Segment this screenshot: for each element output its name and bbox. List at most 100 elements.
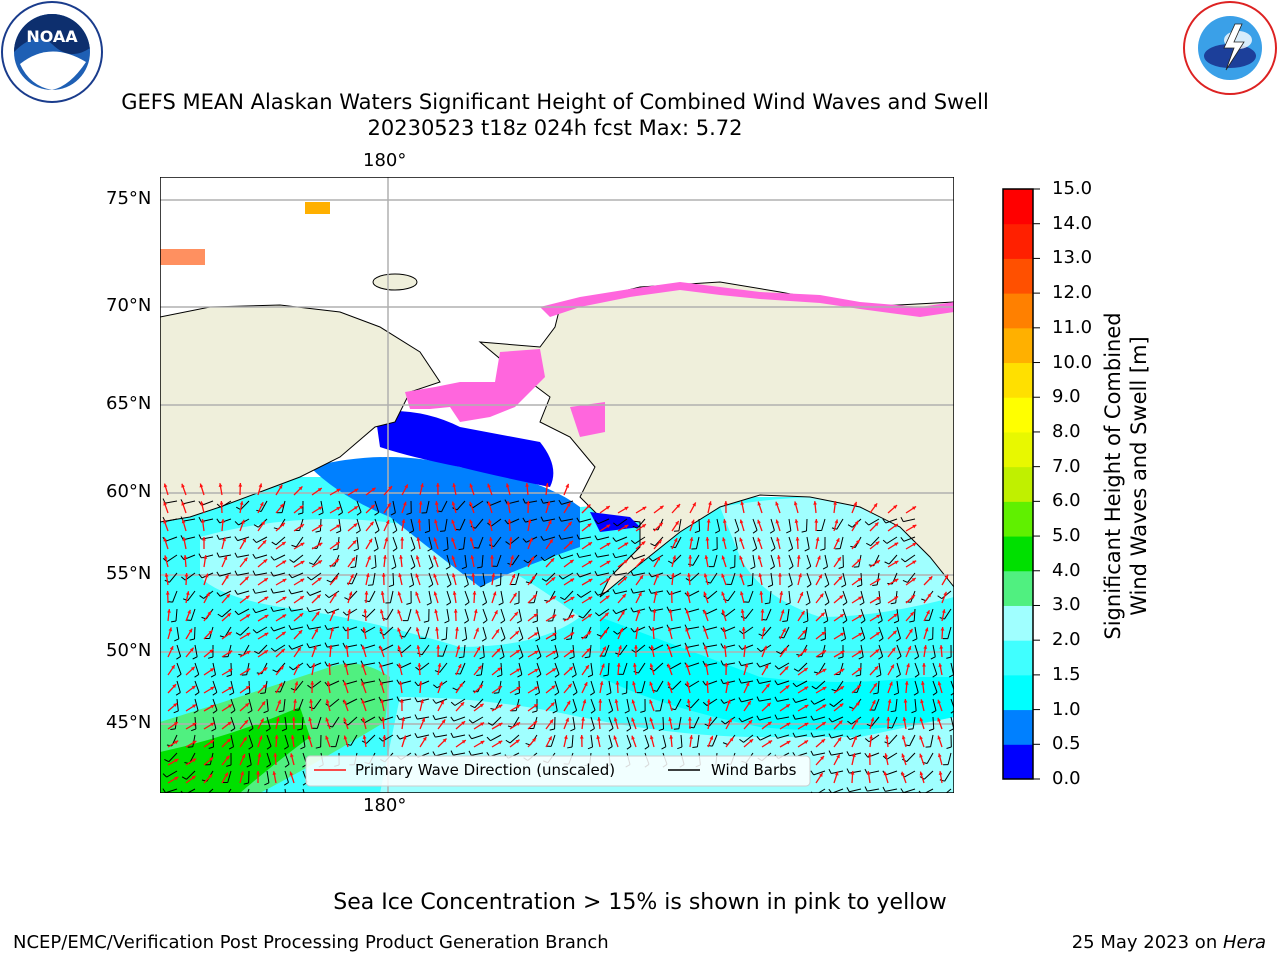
wave-arrow	[401, 735, 407, 748]
wave-arrow	[833, 613, 845, 622]
wave-arrow	[257, 596, 269, 604]
wind-barb	[297, 500, 304, 515]
wind-barb	[913, 680, 919, 696]
wave-arrow	[163, 501, 169, 514]
wind-barb	[549, 716, 556, 731]
wave-arrow	[598, 698, 603, 712]
wind-barb	[312, 716, 322, 729]
wave-arrow	[923, 645, 928, 658]
wind-barb	[621, 680, 628, 695]
wave-arrow	[851, 650, 863, 658]
wave-arrow	[581, 630, 592, 640]
wave-arrow	[617, 506, 629, 514]
wave-arrow	[509, 592, 518, 604]
wave-arrow	[635, 557, 645, 568]
wind-barb	[234, 570, 250, 576]
wind-barb	[720, 660, 736, 666]
wind-barb	[461, 626, 468, 642]
wind-barb	[427, 536, 433, 552]
wave-arrow	[815, 772, 824, 784]
wave-arrow	[686, 699, 691, 712]
wave-arrow	[509, 573, 516, 586]
wave-arrow	[705, 680, 710, 694]
wind-barb	[612, 608, 628, 615]
wind-barb	[806, 554, 812, 570]
wave-arrow	[563, 521, 573, 532]
wave-arrow	[417, 662, 422, 676]
wave-arrow	[797, 722, 809, 730]
wave-arrow	[471, 572, 476, 586]
wind-barb	[824, 590, 830, 606]
wave-arrow	[707, 501, 712, 514]
wind-barb	[409, 572, 415, 588]
wave-arrow	[311, 663, 316, 676]
wind-barb	[612, 570, 628, 576]
wave-arrow	[757, 519, 763, 532]
wave-arrow	[739, 573, 745, 586]
wave-arrow	[905, 611, 915, 622]
wind-barb	[440, 518, 448, 532]
wind-barb	[428, 572, 434, 588]
wind-barb	[234, 608, 250, 616]
wind-barb	[307, 680, 322, 689]
wind-barb	[344, 590, 358, 601]
wave-arrow	[473, 703, 484, 712]
wave-arrow	[527, 537, 533, 550]
wind-barb	[810, 698, 826, 705]
wave-arrow	[275, 648, 286, 658]
wave-arrow	[617, 559, 629, 568]
wave-arrow	[473, 721, 485, 730]
wave-arrow	[419, 699, 424, 712]
wind-barb	[511, 698, 520, 712]
wind-barb	[896, 644, 902, 660]
wind-barb	[247, 788, 250, 793]
wind-barb	[415, 662, 430, 671]
wind-barb	[732, 536, 738, 552]
wind-barb	[594, 570, 610, 577]
wave-arrow	[617, 542, 629, 550]
wave-arrow	[453, 608, 458, 622]
wind-barb	[572, 680, 578, 696]
wave-arrow	[866, 771, 871, 784]
wind-barb	[738, 626, 754, 635]
wave-arrow	[434, 501, 439, 514]
wind-barb	[505, 734, 520, 744]
wind-barb	[820, 626, 826, 641]
wave-arrow	[383, 555, 387, 568]
wind-barb	[174, 626, 180, 642]
wind-barb	[805, 590, 811, 606]
wind-barb	[626, 734, 632, 750]
wave-arrow	[743, 738, 754, 748]
wave-arrow	[239, 519, 245, 532]
wave-arrow	[418, 500, 423, 514]
wind-barb	[277, 500, 286, 514]
colorbar-swatch	[1003, 674, 1033, 711]
wind-barb	[838, 644, 844, 659]
wave-arrow	[167, 740, 179, 748]
wave-arrow	[239, 668, 251, 676]
wave-arrow	[901, 753, 907, 766]
wind-barb	[473, 536, 484, 549]
wave-arrow	[417, 518, 422, 532]
colorbar	[1002, 188, 1040, 780]
wind-barb	[738, 644, 754, 650]
wave-arrow	[203, 722, 215, 730]
wind-barb	[810, 732, 826, 738]
wave-arrow	[905, 663, 910, 676]
wave-arrow	[325, 735, 331, 748]
wave-arrow	[203, 667, 215, 676]
wave-arrow	[415, 609, 421, 622]
wave-arrow	[761, 683, 771, 694]
wind-barb	[860, 626, 866, 642]
colorbar-swatch	[1003, 501, 1033, 537]
wave-arrow	[164, 555, 169, 568]
wave-arrow	[343, 699, 349, 712]
wave-arrow	[686, 591, 691, 604]
wave-arrow	[275, 522, 286, 532]
wind-barb	[792, 732, 808, 738]
wave-arrow	[455, 645, 461, 658]
wave-arrow	[203, 739, 215, 748]
wind-barb	[194, 662, 200, 678]
colorbar-tick-label: 15.0	[1052, 178, 1093, 199]
wind-barb	[950, 698, 954, 714]
